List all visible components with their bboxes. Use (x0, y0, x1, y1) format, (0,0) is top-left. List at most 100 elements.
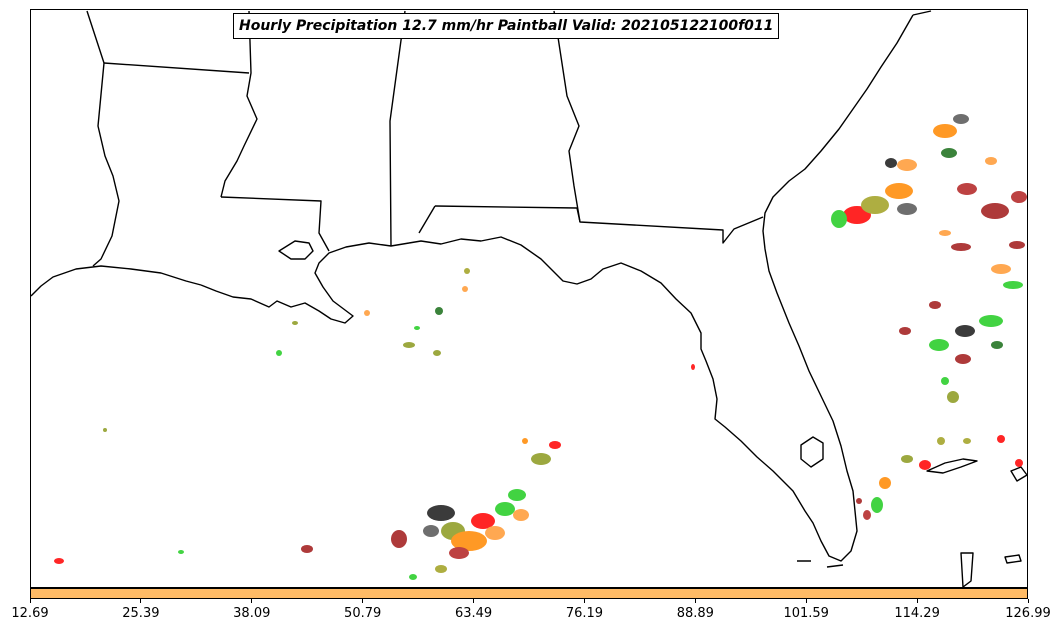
precip-blob (899, 327, 911, 335)
precip-blob (103, 428, 107, 432)
precip-blob (863, 510, 871, 520)
florida-keys (797, 560, 844, 568)
colorbar-tick-label: 126.99 (1005, 606, 1051, 621)
precip-blob (947, 391, 959, 403)
colorbar-tick-label: 12.69 (11, 606, 49, 621)
map-canvas (31, 10, 1027, 587)
precip-blob (879, 477, 891, 489)
colorbar-tick-label: 38.09 (233, 606, 271, 621)
colorbar-tick-mark (916, 599, 918, 603)
precip-blob (427, 505, 455, 521)
precip-blob (981, 203, 1009, 219)
colorbar-tick-mark (140, 599, 142, 603)
bahamas-outline (1004, 554, 1022, 564)
coastline-louisiana (200, 242, 410, 324)
precip-blob (885, 158, 897, 168)
precip-blob (937, 437, 945, 445)
precip-blob (435, 565, 447, 573)
precip-blob (513, 509, 529, 521)
precip-blob (861, 196, 889, 214)
precip-blob (985, 157, 997, 165)
precip-blob (856, 498, 862, 504)
precip-blob (941, 377, 949, 385)
precip-blob (1009, 241, 1025, 249)
colorbar-tick-mark (583, 599, 585, 603)
precip-blob (508, 489, 526, 501)
cuba-outline (926, 458, 978, 474)
precip-blob (495, 502, 515, 516)
precip-blob (531, 453, 551, 465)
colorbar-tick-mark (694, 599, 696, 603)
precip-blob (423, 525, 439, 537)
colorbar-tick-mark (1027, 599, 1029, 603)
precip-blob (951, 243, 971, 251)
precip-blob (897, 159, 917, 171)
precip-blob (941, 148, 957, 158)
precip-blob (963, 438, 971, 444)
state-border-tx-la (92, 62, 120, 267)
colorbar-tick-label: 88.89 (676, 606, 714, 621)
precip-blob (435, 307, 443, 315)
precip-blob (464, 268, 470, 274)
lake-okeechobee (800, 436, 824, 468)
state-border-al-fl (434, 205, 764, 244)
precip-blob (292, 321, 298, 325)
colorbar-tick-label: 101.59 (783, 606, 829, 621)
state-border-ok-ar (86, 10, 105, 64)
precip-blob (391, 530, 407, 548)
precip-cluster-keys-cuba (856, 435, 1023, 520)
precip-cluster-atlantic (831, 114, 1027, 403)
precip-blob (364, 310, 370, 316)
state-border-al-ga (553, 10, 581, 223)
colorbar-tick-mark (362, 599, 364, 603)
colorbar-tick-label: 25.39 (122, 606, 160, 621)
precip-blob (957, 183, 977, 195)
precip-blob (451, 531, 487, 551)
colorbar-tick-mark (29, 599, 31, 603)
colorbar-tick-mark (805, 599, 807, 603)
lake-pontchartrain (278, 240, 314, 260)
precip-blob (953, 114, 969, 124)
precip-blob (955, 325, 975, 337)
bahamas-outline-2 (960, 552, 974, 587)
coastline-texas (31, 265, 202, 297)
colorbar (30, 588, 1028, 599)
colorbar-tick-label: 114.29 (894, 606, 940, 621)
precip-blob (933, 124, 957, 138)
map-panel (30, 9, 1028, 588)
coastline-carolinas (912, 10, 932, 16)
precip-blob (939, 230, 951, 236)
precip-blob (929, 339, 949, 351)
precip-blob (979, 315, 1003, 327)
state-border-ms-river (220, 10, 258, 198)
state-border-la-ms (220, 196, 330, 252)
coastline-and-state-borders (31, 10, 1027, 587)
map-title: Hourly Precipitation 12.7 mm/hr Paintbal… (233, 13, 780, 39)
precip-blob (276, 350, 282, 356)
precip-blob (449, 547, 469, 559)
state-border-ms-al (389, 10, 406, 247)
precip-blob (991, 341, 1003, 349)
precip-blob (522, 438, 528, 444)
colorbar-tick-label: 76.19 (565, 606, 604, 621)
precip-blob (409, 574, 417, 580)
precip-blob (871, 497, 883, 513)
colorbar-tick-mark (473, 599, 475, 603)
precip-blob (691, 364, 695, 370)
precip-blob (1015, 459, 1023, 467)
colorbar-tick-label: 63.49 (454, 606, 493, 621)
precip-blob (885, 183, 913, 199)
state-border-ar-la (103, 62, 250, 74)
state-border-al-fl-west (418, 205, 436, 234)
precip-blob (54, 558, 64, 564)
precip-blob (471, 513, 495, 529)
precip-blob (485, 526, 505, 540)
precip-blob (549, 441, 561, 449)
cuba-east (1010, 466, 1027, 482)
coastline-gulf-panhandle (408, 14, 914, 562)
precip-blob (831, 210, 847, 228)
precip-blob (901, 455, 913, 463)
precip-blob (178, 550, 184, 554)
precip-blob (301, 545, 313, 553)
precip-blob (919, 460, 931, 470)
